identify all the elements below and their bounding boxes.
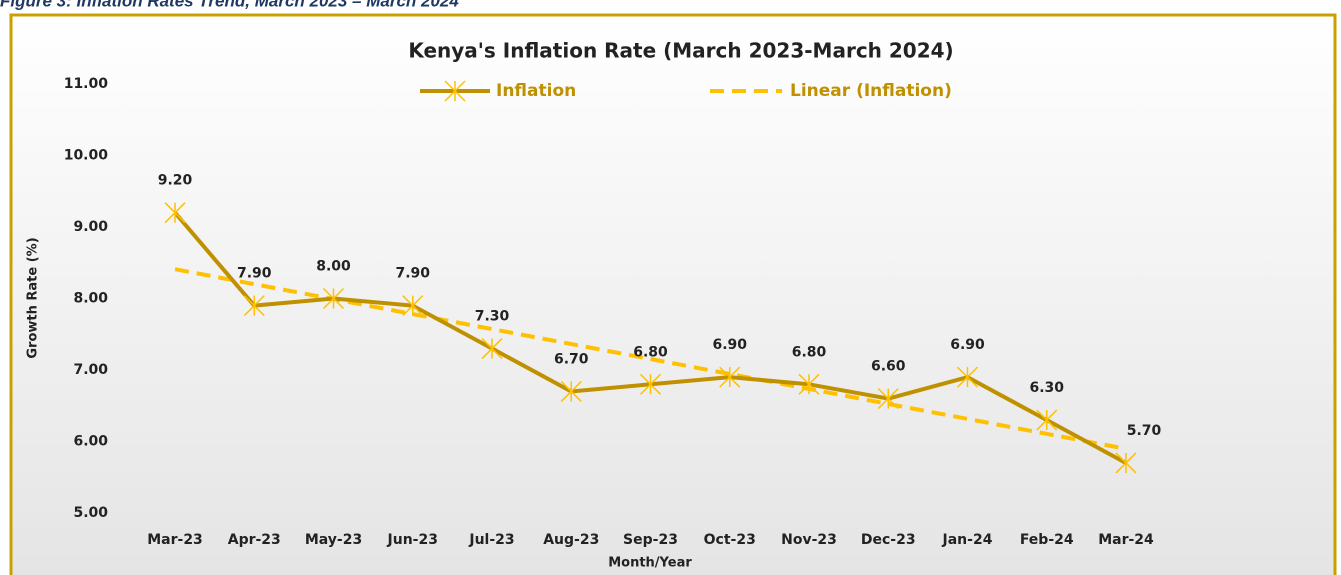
data-label: 9.20	[158, 173, 193, 189]
x-tick-label: Sep-23	[623, 532, 678, 548]
x-tick-label: May-23	[305, 532, 362, 548]
x-axis-label: Month/Year	[608, 556, 692, 571]
y-tick-label: 5.00	[73, 505, 108, 521]
caption: Figure 3: Inflation Rates Trend, March 2…	[0, 0, 459, 10]
marker	[639, 373, 662, 395]
x-tick-label: Mar-23	[147, 532, 203, 548]
data-label: 6.90	[712, 337, 747, 353]
marker	[719, 366, 741, 388]
chart-frame	[9, 13, 1337, 575]
legend-marker	[444, 80, 466, 102]
x-tick-label: Oct-23	[704, 532, 756, 548]
chart-title: Kenya's Inflation Rate (March 2023-March…	[408, 39, 953, 63]
marker	[164, 202, 186, 224]
x-tick-label: Nov-23	[781, 532, 837, 548]
x-tick-label: Jul-23	[468, 532, 514, 548]
y-tick-label: 8.00	[73, 291, 108, 307]
data-label: 7.90	[395, 266, 430, 282]
x-tick-label: Feb-24	[1020, 532, 1074, 548]
marker	[481, 338, 503, 360]
marker	[402, 295, 424, 317]
x-tick-label: Apr-23	[228, 532, 281, 548]
data-label: 7.30	[475, 309, 510, 325]
marker	[322, 287, 345, 310]
x-tick-label: Aug-23	[543, 532, 599, 548]
marker	[956, 366, 979, 388]
marker	[243, 295, 265, 317]
x-tick-label: Mar-24	[1098, 532, 1154, 548]
data-label: 7.90	[237, 266, 272, 282]
data-label: 6.80	[792, 344, 827, 360]
data-label: 6.30	[1029, 380, 1064, 396]
marker	[1036, 409, 1058, 431]
legend-label: Linear (Inflation)	[790, 81, 952, 101]
legend-label: Inflation	[496, 81, 576, 101]
data-label: 6.70	[554, 351, 589, 367]
marker	[877, 388, 899, 410]
x-tick-label: Jun-23	[387, 532, 438, 548]
data-label: 6.80	[633, 344, 668, 360]
marker	[1115, 452, 1137, 474]
y-tick-label: 6.00	[73, 434, 108, 450]
y-tick-label: 9.00	[73, 219, 108, 235]
marker	[798, 373, 820, 395]
data-label: 8.00	[316, 259, 351, 275]
data-label: 5.70	[1127, 423, 1162, 439]
x-tick-label: Jan-24	[942, 532, 993, 548]
y-tick-label: 7.00	[73, 362, 108, 378]
marker	[560, 380, 582, 402]
x-tick-label: Dec-23	[861, 532, 916, 548]
y-tick-label: 11.00	[64, 76, 109, 92]
y-tick-label: 10.00	[64, 148, 109, 164]
data-label: 6.60	[871, 359, 906, 375]
y-axis-label: Growth Rate (%)	[26, 237, 41, 358]
data-label: 6.90	[950, 337, 985, 353]
